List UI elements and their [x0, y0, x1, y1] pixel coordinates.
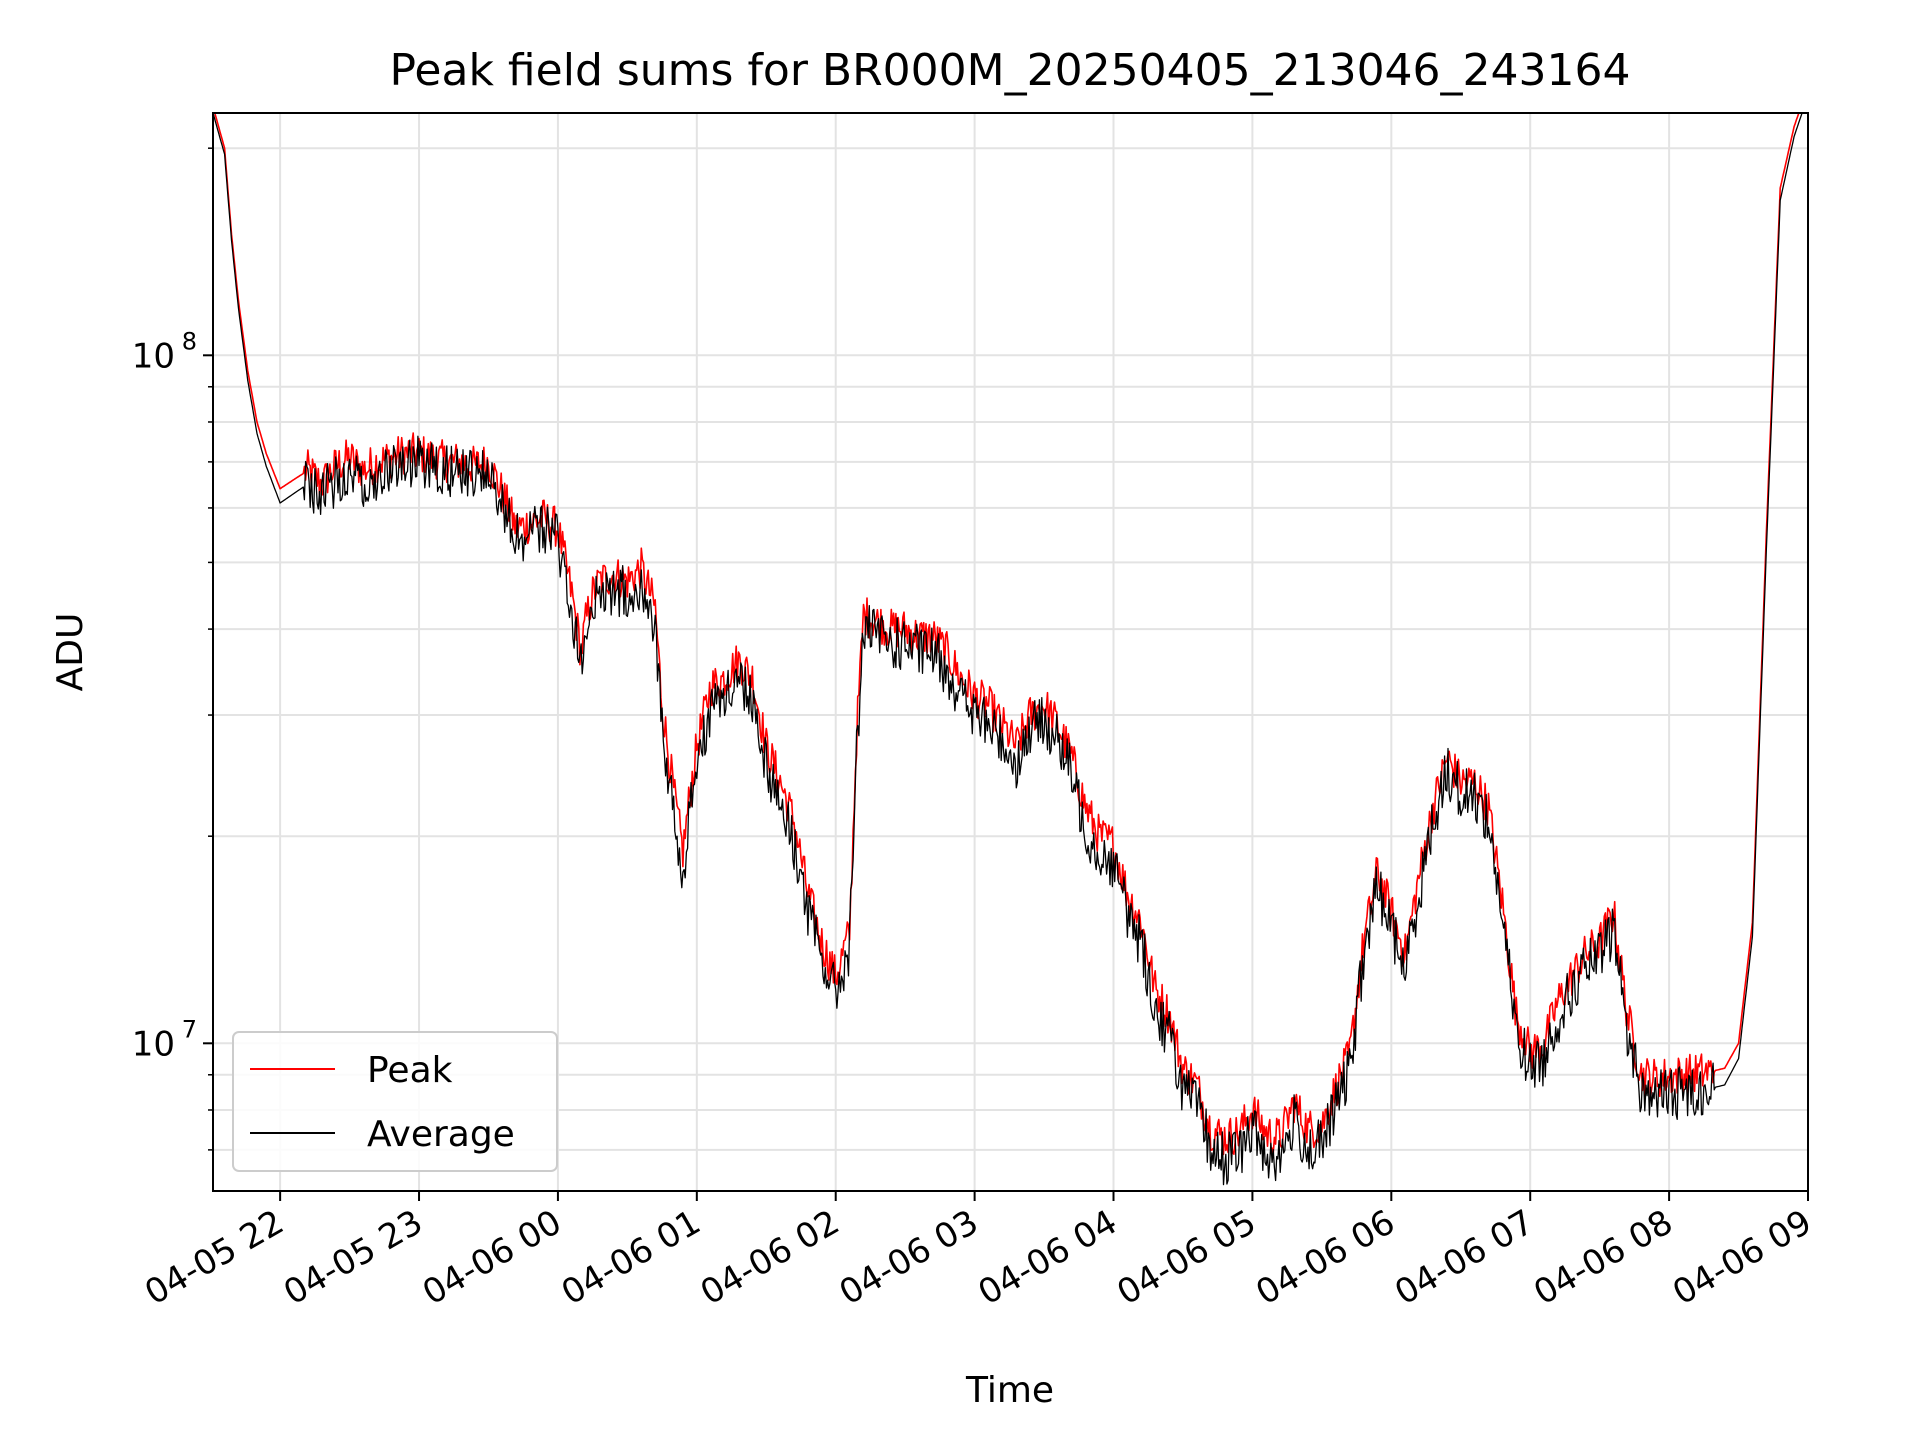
y-tick-label-base: 10	[132, 336, 175, 376]
plot-frame	[212, 112, 1809, 1192]
chart-title: Peak field sums for BR000M_20250405_2130…	[389, 45, 1630, 96]
legend: Peak Average	[232, 1031, 558, 1172]
grid	[213, 113, 1809, 1191]
legend-label-peak: Peak	[367, 1050, 453, 1091]
y-tick-label-exponent: 8	[182, 327, 197, 355]
series-line-average	[213, 113, 1803, 1186]
y-tick-label-base: 10	[132, 1024, 175, 1064]
y-tick-label-exponent: 7	[182, 1015, 197, 1043]
series-layer	[213, 113, 1803, 1186]
x-axis-label: Time	[965, 1370, 1054, 1411]
y-axis-label: ADU	[50, 613, 91, 692]
series-line-peak	[214, 113, 1800, 1156]
legend-box	[232, 1031, 558, 1172]
y-tick-label: 10	[132, 1024, 175, 1064]
legend-label-average: Average	[367, 1114, 515, 1155]
y-tick-label: 10	[132, 336, 175, 376]
